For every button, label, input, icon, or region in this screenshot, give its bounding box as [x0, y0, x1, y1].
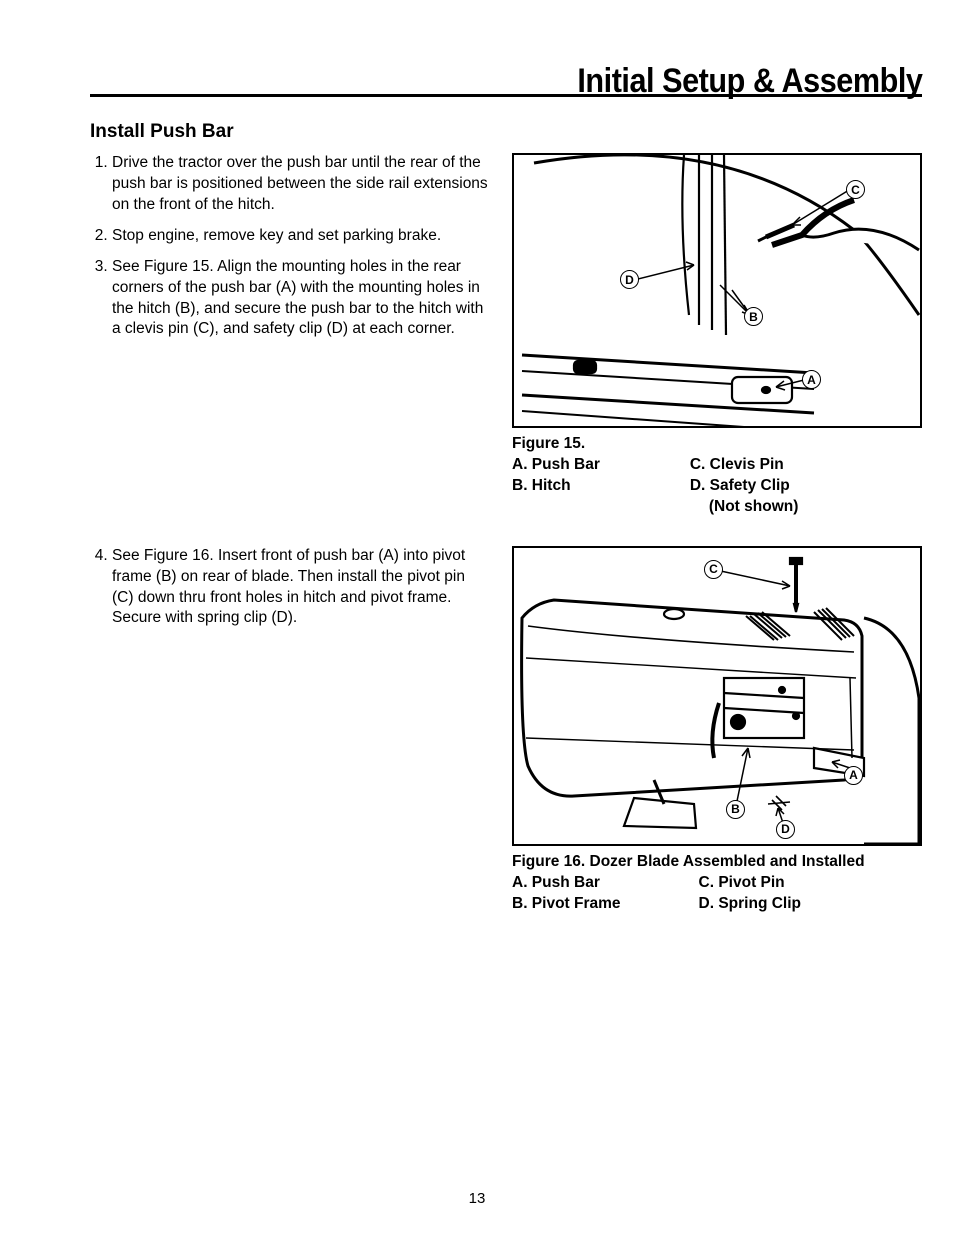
figure-15-legend: A. Push Bar B. Hitch C. Clevis Pin D. Sa… [512, 455, 922, 518]
fig15-legend-d: D. Safety Clip [690, 476, 799, 497]
step-3: See Figure 15. Align the mounting holes … [112, 257, 490, 341]
figure15-col: C D B A Figure 15. A. Push Bar B. Hitch … [512, 153, 922, 518]
fig16-legend-d: D. Spring Clip [699, 894, 801, 915]
figure16-col: C A B D Figure 16. Dozer Blade Assembled… [512, 546, 922, 915]
figure-15-drawing [514, 155, 924, 430]
fig16-legend-c: C. Pivot Pin [699, 873, 801, 894]
figure-16-box: C A B D [512, 546, 922, 846]
fig15-label-c: C [846, 180, 865, 199]
fig16-legend-right: C. Pivot Pin D. Spring Clip [699, 873, 801, 915]
figure-15-box: C D B A [512, 153, 922, 428]
fig16-legend-b: B. Pivot Frame [512, 894, 621, 915]
fig16-legend-a: A. Push Bar [512, 873, 621, 894]
steps-left-1: Drive the tractor over the push bar unti… [90, 153, 490, 350]
steps-list-2: See Figure 16. Insert front of push bar … [90, 546, 490, 630]
fig15-legend-a: A. Push Bar [512, 455, 600, 476]
fig15-legend-right: C. Clevis Pin D. Safety Clip (Not shown) [690, 455, 799, 518]
section-title: Install Push Bar [90, 121, 922, 143]
step-1: Drive the tractor over the push bar unti… [112, 153, 490, 216]
fig15-legend-left: A. Push Bar B. Hitch [512, 455, 600, 518]
steps-left-2: See Figure 16. Insert front of push bar … [90, 546, 490, 640]
steps-list-1: Drive the tractor over the push bar unti… [90, 153, 490, 340]
fig15-label-a: A [802, 370, 821, 389]
step-4: See Figure 16. Insert front of push bar … [112, 546, 490, 630]
fig16-label-c: C [704, 560, 723, 579]
step-2: Stop engine, remove key and set parking … [112, 226, 490, 247]
block-1: Drive the tractor over the push bar unti… [90, 153, 922, 518]
figure-16-caption: Figure 16. Dozer Blade Assembled and Ins… [512, 852, 922, 873]
figure-15-caption: Figure 15. [512, 434, 922, 455]
fig15-legend-b: B. Hitch [512, 476, 600, 497]
fig16-legend-left: A. Push Bar B. Pivot Frame [512, 873, 621, 915]
fig15-legend-c: C. Clevis Pin [690, 455, 799, 476]
page-header-title: Initial Setup & Assembly [570, 64, 922, 98]
fig15-label-b: B [744, 307, 763, 326]
figure-16-legend: A. Push Bar B. Pivot Frame C. Pivot Pin … [512, 873, 922, 915]
fig16-label-b: B [726, 800, 745, 819]
fig16-label-a: A [844, 766, 863, 785]
fig15-legend-d2: (Not shown) [690, 497, 799, 518]
figure-16-drawing [514, 548, 924, 848]
fig16-label-d: D [776, 820, 795, 839]
header-row: Initial Setup & Assembly [90, 60, 922, 97]
fig15-label-d: D [620, 270, 639, 289]
page: Initial Setup & Assembly Install Push Ba… [0, 0, 954, 914]
page-number: 13 [0, 1190, 954, 1207]
block-2: See Figure 16. Insert front of push bar … [90, 546, 922, 915]
